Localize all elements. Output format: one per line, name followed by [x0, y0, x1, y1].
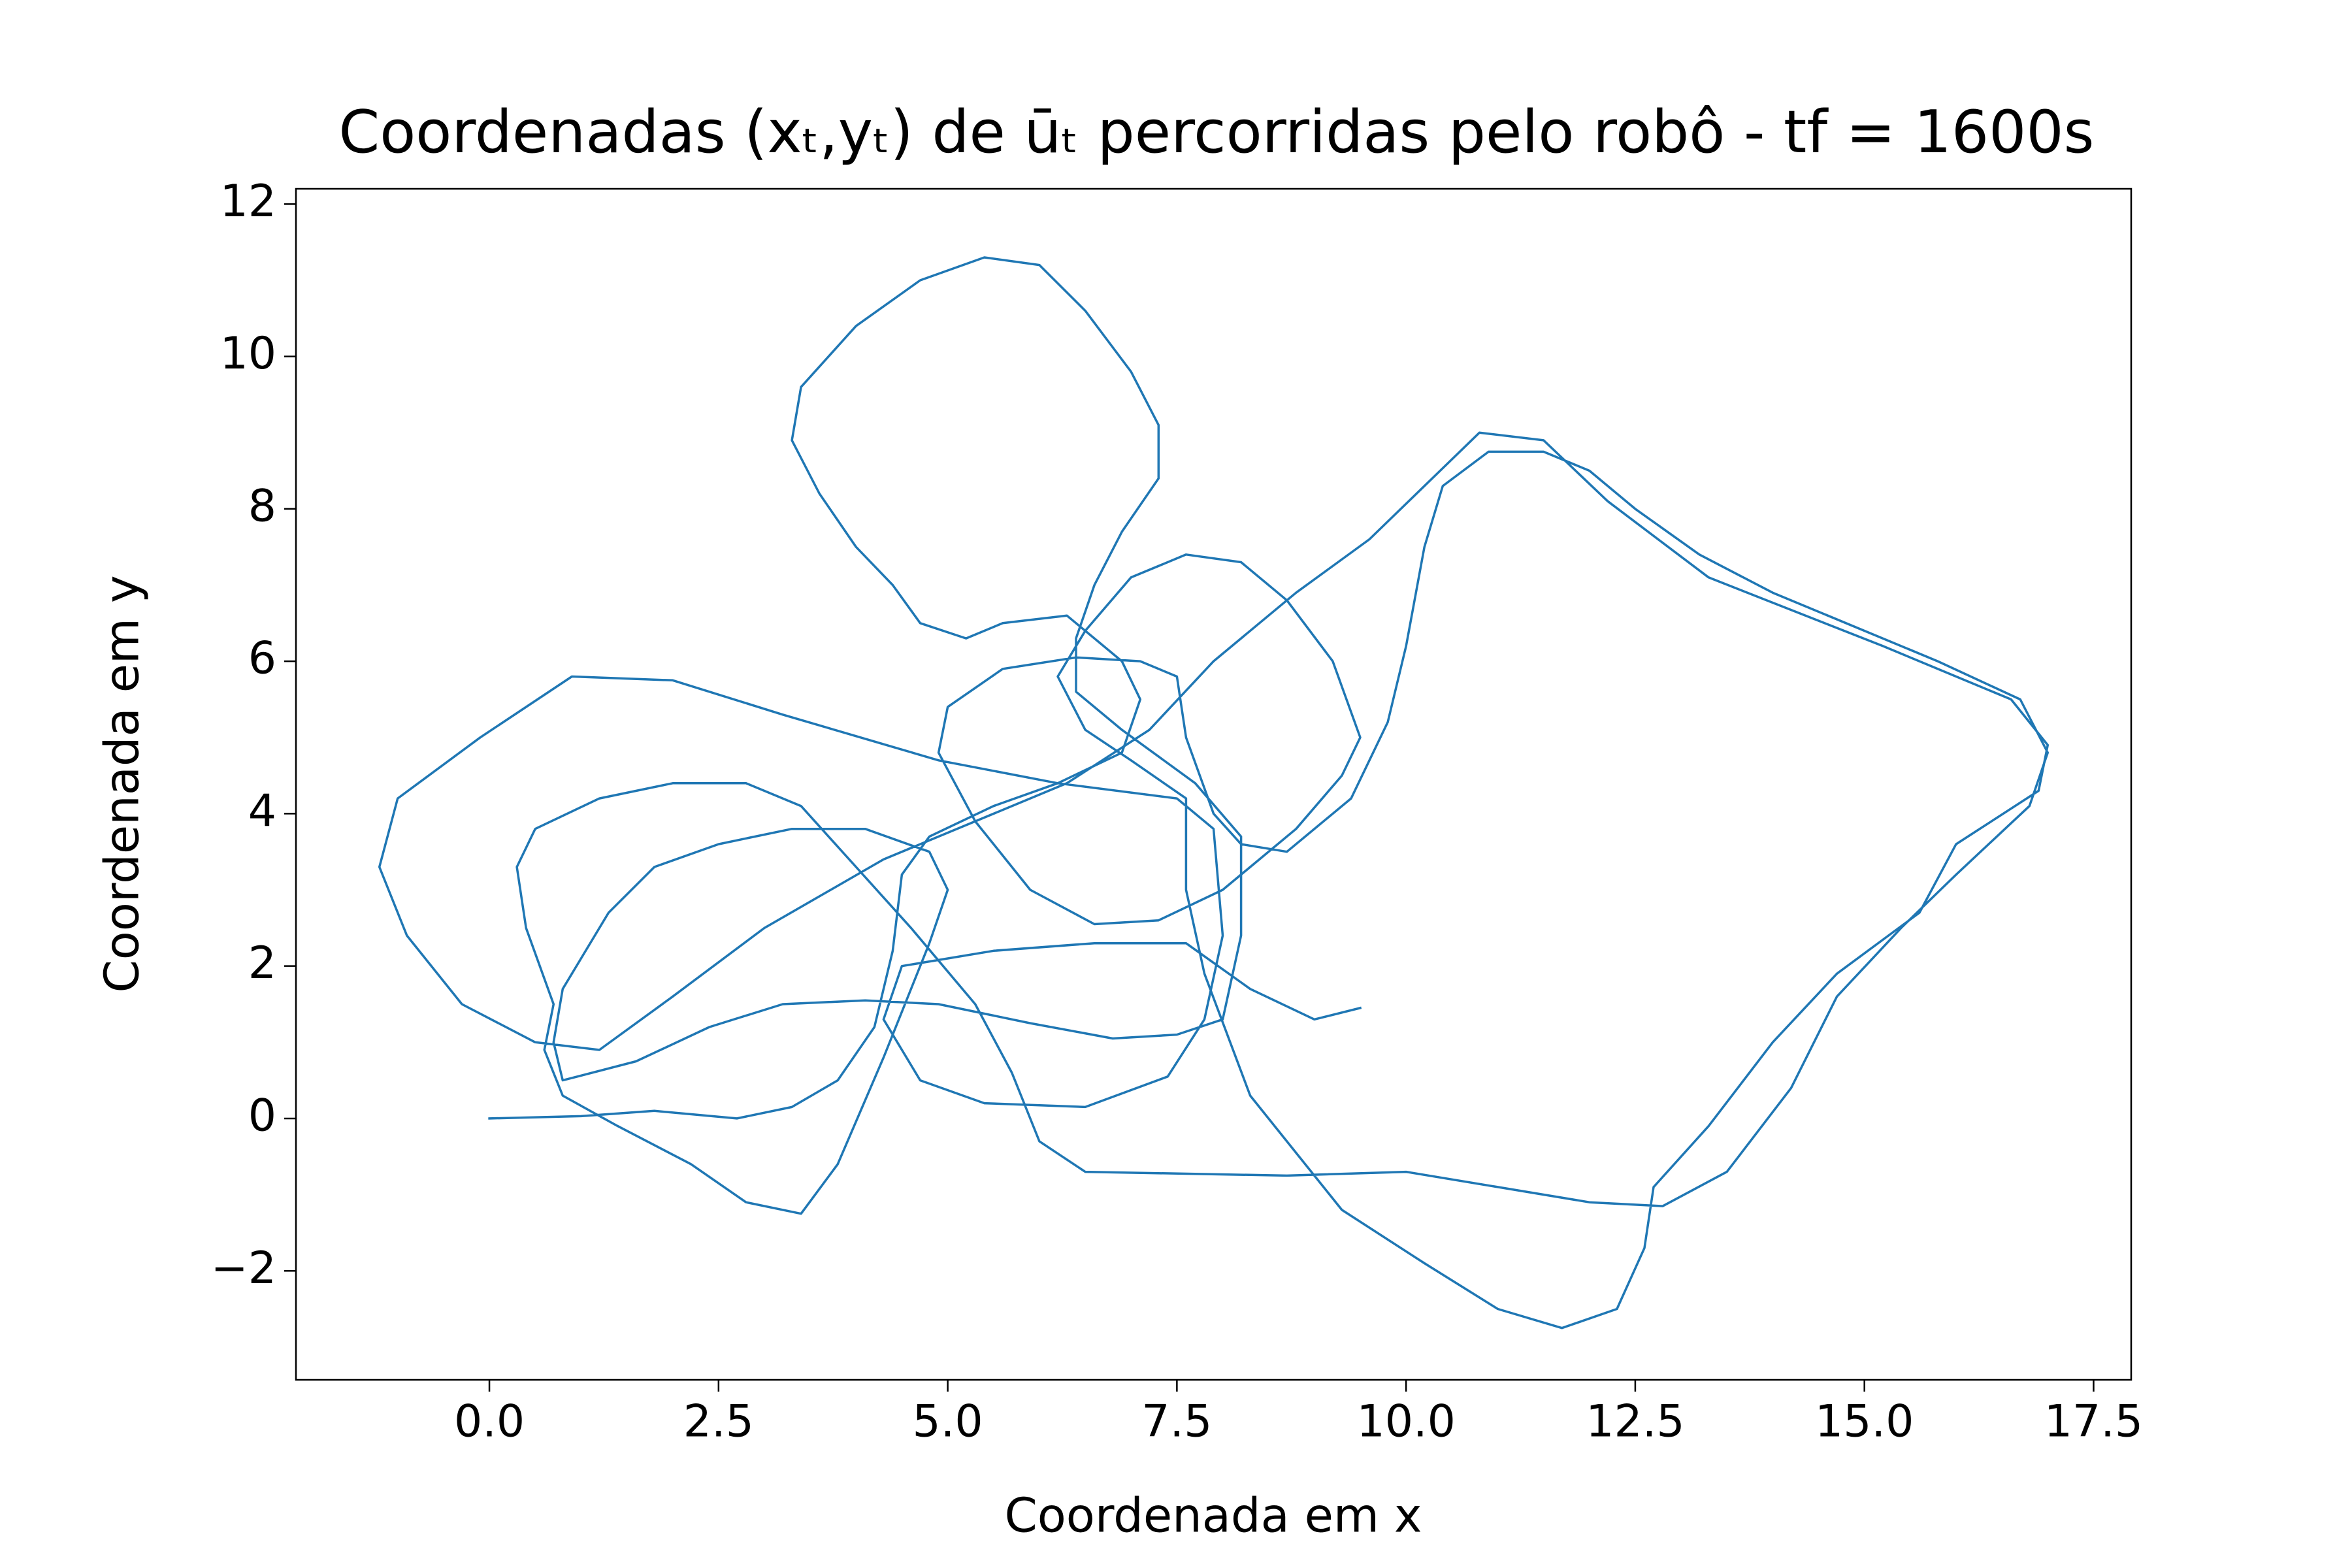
y-tick-label: 0 [248, 1090, 276, 1141]
x-tick-label: 0.0 [454, 1396, 525, 1448]
x-tick-label: 15.0 [1815, 1396, 1914, 1448]
chart-title: Coordenadas (xₜ,yₜ) de ūₜ percorridas pe… [338, 98, 2094, 167]
plot-frame [295, 188, 2132, 1381]
y-tick-label: 8 [248, 480, 276, 532]
y-tick-label: 12 [220, 176, 276, 227]
y-tick-label: 6 [248, 633, 276, 685]
trajectory-line [378, 256, 2050, 1330]
y-tick-label: 2 [248, 938, 276, 989]
x-tick-label: 12.5 [1586, 1396, 1684, 1448]
y-tick-label: 4 [248, 785, 276, 837]
y-tick-label: 10 [220, 328, 276, 380]
x-axis-label: Coordenada em x [1004, 1488, 1422, 1543]
x-tick-label: 5.0 [913, 1396, 983, 1448]
y-tick-label: −2 [211, 1243, 276, 1294]
x-tick-label: 2.5 [683, 1396, 754, 1448]
x-tick-label: 7.5 [1141, 1396, 1212, 1448]
x-tick-label: 10.0 [1356, 1396, 1455, 1448]
x-tick-label: 17.5 [2044, 1396, 2143, 1448]
y-axis-label: Coordenada em y [95, 575, 150, 992]
